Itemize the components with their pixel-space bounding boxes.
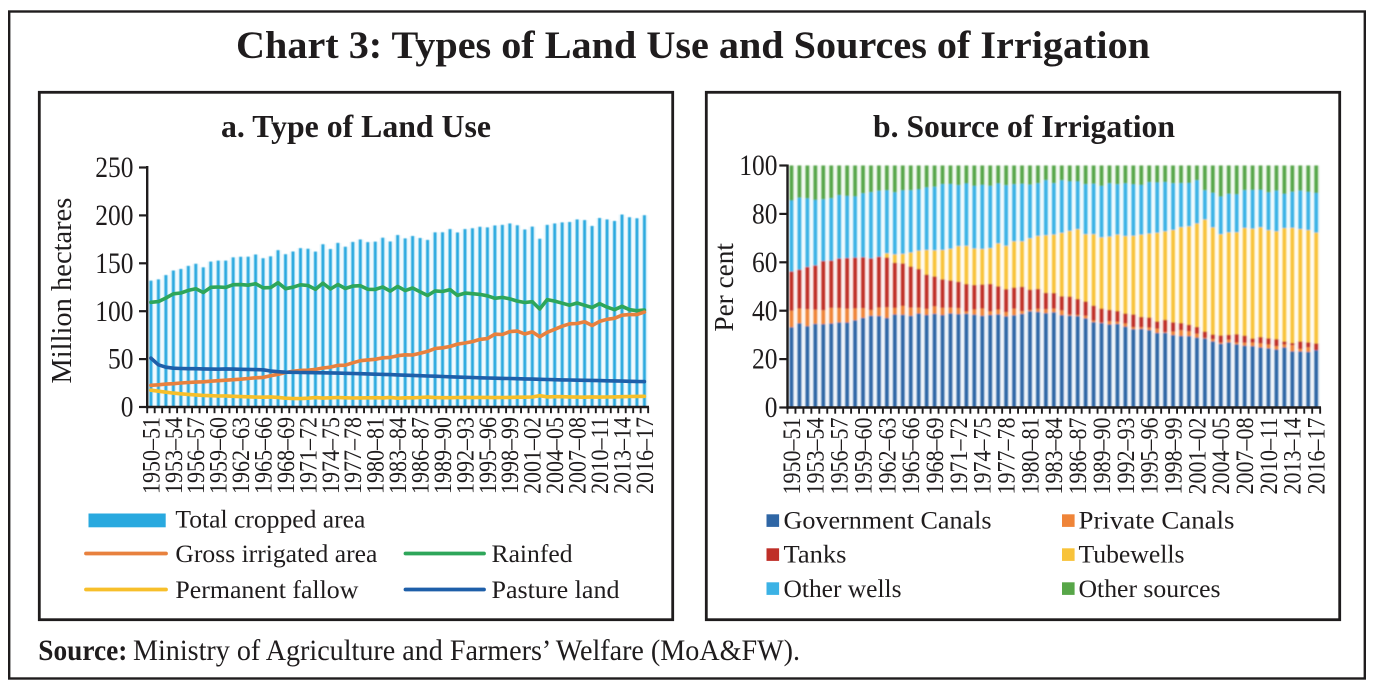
svg-text:Government Canals: Government Canals xyxy=(784,507,992,535)
svg-text:Million hectares: Million hectares xyxy=(47,198,78,384)
svg-text:50: 50 xyxy=(108,344,134,376)
svg-text:80: 80 xyxy=(752,199,778,231)
svg-text:Ministry of Agriculture and Fa: Ministry of Agriculture and Farmers’ Wel… xyxy=(133,635,800,667)
svg-text:Pasture land: Pasture land xyxy=(492,576,620,604)
svg-text:Permanent fallow: Permanent fallow xyxy=(175,576,359,604)
svg-text:2016–17: 2016–17 xyxy=(632,417,659,494)
svg-text:100: 100 xyxy=(739,150,777,182)
svg-text:Rainfed: Rainfed xyxy=(492,540,573,568)
svg-text:a. Type of Land Use: a. Type of Land Use xyxy=(221,109,491,144)
svg-text:Tubewells: Tubewells xyxy=(1079,541,1185,569)
svg-text:Private Canals: Private Canals xyxy=(1079,507,1235,535)
svg-text:40: 40 xyxy=(752,295,778,327)
svg-text:2016–17: 2016–17 xyxy=(1304,418,1331,495)
svg-text:100: 100 xyxy=(95,296,133,328)
svg-text:0: 0 xyxy=(765,392,778,424)
svg-text:Total cropped area: Total cropped area xyxy=(175,506,365,534)
svg-text:60: 60 xyxy=(752,247,778,279)
svg-text:Other sources: Other sources xyxy=(1079,575,1221,603)
svg-text:Gross irrigated area: Gross irrigated area xyxy=(175,540,377,568)
svg-text:Other wells: Other wells xyxy=(784,575,902,603)
svg-text:Tanks: Tanks xyxy=(784,541,847,569)
svg-text:20: 20 xyxy=(752,344,778,376)
svg-text:Source:: Source: xyxy=(38,635,127,667)
svg-text:Chart 3: Types of Land Use and: Chart 3: Types of Land Use and Sources o… xyxy=(236,23,1150,67)
svg-text:0: 0 xyxy=(121,392,134,424)
svg-text:250: 250 xyxy=(95,152,133,184)
svg-text:150: 150 xyxy=(95,248,133,280)
svg-text:b. Source of Irrigation: b. Source of Irrigation xyxy=(873,109,1175,144)
svg-text:Per cent: Per cent xyxy=(708,243,739,332)
svg-text:200: 200 xyxy=(95,200,133,232)
